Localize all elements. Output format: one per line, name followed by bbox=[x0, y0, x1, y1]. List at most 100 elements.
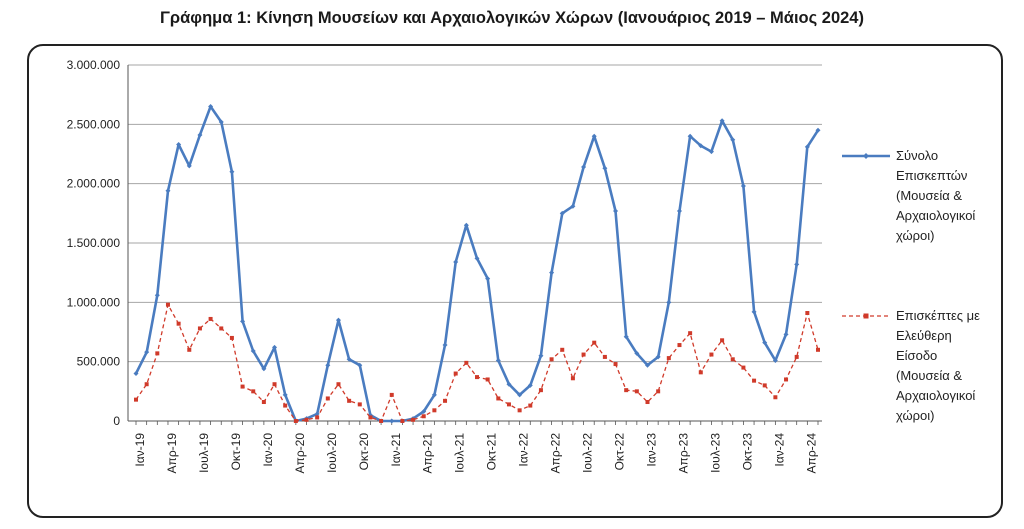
data-point bbox=[751, 309, 757, 315]
data-point bbox=[688, 331, 693, 336]
data-point bbox=[570, 376, 575, 381]
data-point bbox=[709, 352, 714, 357]
data-point bbox=[762, 340, 768, 346]
data-point bbox=[816, 347, 820, 352]
data-point bbox=[698, 370, 703, 375]
data-point bbox=[134, 397, 138, 402]
data-point bbox=[335, 317, 341, 323]
x-tick-label: Οκτ-21 bbox=[485, 433, 499, 471]
data-point bbox=[805, 311, 810, 316]
data-point bbox=[474, 255, 480, 261]
data-point bbox=[357, 402, 362, 407]
legend-label-line: Αρχαιολογικοί bbox=[896, 208, 975, 223]
y-tick-label: 0 bbox=[113, 414, 120, 428]
data-point bbox=[602, 165, 608, 171]
legend-label-line: Επισκεπτών bbox=[896, 168, 967, 183]
data-point bbox=[336, 382, 341, 387]
y-tick-label: 2.000.000 bbox=[67, 177, 121, 191]
data-point bbox=[687, 133, 693, 139]
data-point bbox=[208, 316, 213, 321]
x-tick-label: Οκτ-19 bbox=[229, 433, 243, 471]
data-point bbox=[773, 395, 778, 400]
data-point bbox=[730, 137, 736, 143]
x-tick-label: Ιουλ-21 bbox=[453, 433, 467, 473]
data-point bbox=[197, 326, 202, 331]
data-point bbox=[421, 409, 427, 415]
data-point bbox=[453, 371, 458, 376]
data-point bbox=[634, 350, 640, 356]
data-point bbox=[592, 340, 597, 345]
data-point bbox=[538, 353, 544, 359]
data-point bbox=[719, 118, 725, 124]
x-tick-label: Οκτ-20 bbox=[357, 433, 371, 471]
data-point bbox=[251, 389, 256, 394]
data-point bbox=[368, 415, 373, 420]
series-line-2 bbox=[135, 304, 819, 422]
chart-title: Γράφημα 1: Κίνηση Μουσείων και Αρχαιολογ… bbox=[160, 9, 864, 27]
data-point bbox=[485, 276, 491, 282]
x-tick-label: Ιουλ-22 bbox=[581, 433, 595, 473]
data-point bbox=[581, 164, 587, 170]
data-point bbox=[698, 143, 704, 149]
data-point bbox=[666, 356, 671, 361]
data-point bbox=[772, 357, 778, 363]
y-tick-label: 500.000 bbox=[77, 355, 121, 369]
chart-frame bbox=[27, 44, 1003, 518]
data-point bbox=[676, 208, 682, 214]
data-point bbox=[325, 362, 331, 368]
data-point bbox=[357, 362, 363, 368]
y-tick-label: 3.000.000 bbox=[67, 58, 121, 72]
data-point bbox=[133, 371, 139, 377]
data-point bbox=[272, 344, 278, 350]
data-point bbox=[176, 321, 181, 326]
legend-swatch-marker bbox=[863, 153, 869, 159]
data-point bbox=[176, 142, 182, 148]
x-tick-label: Ιουλ-19 bbox=[197, 433, 211, 473]
data-point bbox=[624, 388, 629, 393]
x-tick-label: Ιουλ-20 bbox=[325, 433, 339, 473]
x-tick-label: Ιαν-23 bbox=[645, 433, 659, 467]
axes bbox=[127, 65, 822, 425]
data-point bbox=[517, 392, 523, 398]
data-point bbox=[581, 352, 586, 357]
data-point bbox=[154, 292, 160, 298]
x-tick-label: Απρ-22 bbox=[549, 433, 563, 474]
data-point bbox=[464, 360, 469, 365]
y-tick-label: 1.000.000 bbox=[67, 295, 121, 309]
data-point bbox=[261, 400, 266, 405]
x-tick-label: Ιουλ-23 bbox=[708, 433, 722, 473]
data-point bbox=[559, 210, 565, 216]
data-point bbox=[549, 270, 555, 276]
data-point bbox=[560, 347, 565, 352]
data-point bbox=[527, 382, 533, 388]
x-tick-label: Ιαν-22 bbox=[517, 433, 531, 467]
data-point bbox=[314, 411, 320, 417]
data-point bbox=[645, 400, 650, 405]
data-point bbox=[475, 375, 479, 380]
data-point bbox=[389, 392, 394, 397]
data-point bbox=[549, 357, 554, 362]
data-point bbox=[794, 261, 800, 267]
data-point bbox=[794, 354, 799, 359]
data-point bbox=[506, 381, 512, 387]
data-point bbox=[293, 419, 298, 423]
data-point bbox=[708, 149, 714, 155]
data-point bbox=[740, 183, 746, 189]
data-point bbox=[411, 417, 416, 422]
data-point bbox=[741, 365, 746, 370]
x-tick-label: Απρ-20 bbox=[293, 433, 307, 474]
data-point bbox=[517, 408, 522, 413]
data-point bbox=[272, 382, 277, 387]
x-tick-label: Ιαν-24 bbox=[772, 433, 786, 467]
legend-label-line: Είσοδο bbox=[896, 348, 937, 363]
data-point bbox=[219, 326, 224, 331]
data-point bbox=[304, 417, 309, 422]
data-point bbox=[283, 403, 288, 408]
data-point bbox=[762, 383, 767, 388]
x-tick-label: Απρ-23 bbox=[676, 433, 690, 474]
x-tick-label: Ιαν-19 bbox=[133, 433, 147, 467]
data-point bbox=[240, 318, 246, 324]
data-point bbox=[538, 388, 543, 393]
data-point bbox=[591, 133, 597, 139]
